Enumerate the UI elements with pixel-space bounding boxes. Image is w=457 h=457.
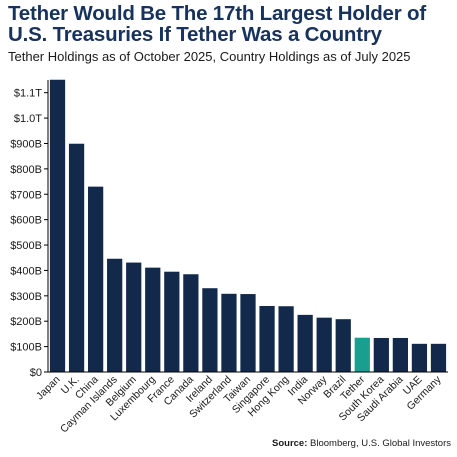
bar-tether bbox=[354, 337, 370, 372]
y-tick-label: $800B bbox=[10, 164, 42, 176]
y-tick-label: $900B bbox=[10, 138, 42, 150]
y-tick-label: $400B bbox=[10, 265, 42, 277]
y-axis: $0 $100B $200B $300B $400B $500B $600B $700B $80… bbox=[10, 80, 49, 379]
bar-norway bbox=[316, 317, 332, 372]
y-tick-label: $100B bbox=[10, 342, 42, 354]
chart-title: Tether Would Be The 17th Largest Holder … bbox=[8, 3, 453, 45]
bar-ireland bbox=[202, 288, 218, 372]
chart-title-line-2: U.S. Treasuries If Tether Was a Country bbox=[8, 23, 382, 46]
y-tick-label: $500B bbox=[10, 240, 42, 252]
y-tick-label: $0 bbox=[30, 367, 42, 379]
bar-france bbox=[164, 271, 180, 372]
bar-belgium bbox=[126, 262, 142, 372]
bar-japan bbox=[49, 79, 66, 372]
bar-saudi-arabia bbox=[392, 337, 408, 372]
chart-title-line-1: Tether Would Be The 17th Largest Holder … bbox=[8, 2, 426, 25]
bar-south-korea bbox=[373, 337, 389, 372]
bar-luxembourg bbox=[145, 267, 161, 372]
bars bbox=[49, 79, 447, 372]
source-text: Bloomberg, U.S. Global Investors bbox=[310, 438, 451, 449]
bar-canada bbox=[183, 274, 199, 372]
bar-cayman-islands bbox=[107, 258, 123, 372]
bar-taiwan bbox=[240, 294, 256, 372]
bar-switzerland bbox=[221, 293, 237, 372]
bar-brazil bbox=[335, 319, 351, 372]
bar-singapore bbox=[259, 305, 275, 372]
bar-u-k bbox=[68, 143, 85, 372]
y-tick-label: $200B bbox=[10, 316, 42, 328]
y-tick-label: $700B bbox=[10, 189, 42, 201]
bar-india bbox=[297, 314, 313, 372]
y-tick-label: $600B bbox=[10, 215, 42, 227]
bar-hong-kong bbox=[278, 306, 294, 372]
chart-subtitle: Tether Holdings as of October 2025, Coun… bbox=[8, 49, 411, 64]
source-note: Source: Bloomberg, U.S. Global Investors bbox=[272, 438, 451, 449]
bar-uae bbox=[411, 343, 428, 372]
bar-china bbox=[88, 186, 104, 372]
source-label: Source: bbox=[272, 438, 308, 449]
bar-germany bbox=[430, 343, 447, 372]
y-tick-label: $1.1T bbox=[14, 88, 42, 100]
y-tick-label: $1.0T bbox=[14, 113, 42, 125]
y-tick-label: $300B bbox=[10, 291, 42, 303]
